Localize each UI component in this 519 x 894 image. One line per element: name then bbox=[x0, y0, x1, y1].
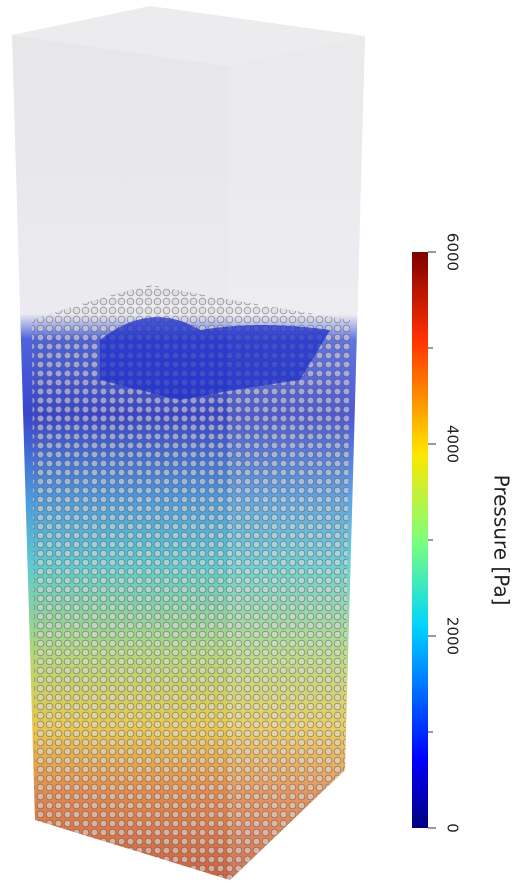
colorbar-tick-label: 4000 bbox=[444, 425, 462, 463]
container bbox=[12, 6, 365, 880]
colorbar: Pressure [Pa] 0 2000 4000 6000 bbox=[412, 233, 514, 833]
box-top bbox=[12, 6, 365, 66]
colorbar-scale bbox=[412, 252, 428, 828]
colorbar-title: Pressure [Pa] bbox=[490, 475, 514, 606]
colorbar-tick-label: 6000 bbox=[444, 233, 462, 271]
colorbar-tick-label: 2000 bbox=[444, 617, 462, 655]
top-depression bbox=[100, 317, 330, 400]
colorbar-tick-label: 0 bbox=[444, 823, 462, 833]
